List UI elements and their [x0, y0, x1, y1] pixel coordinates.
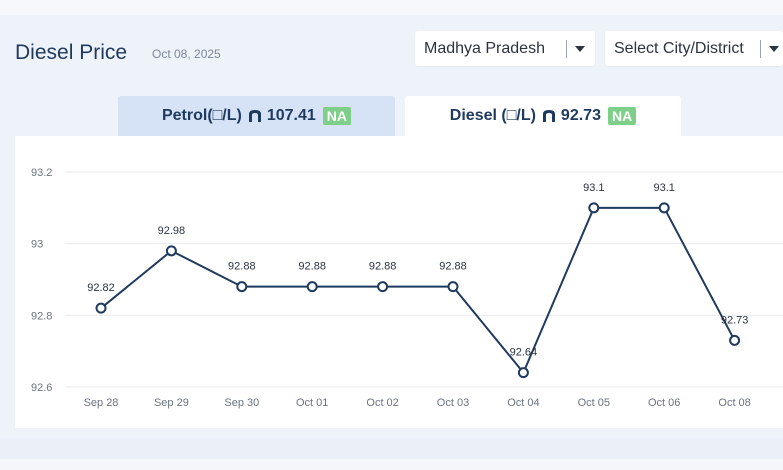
rupee-icon	[248, 110, 261, 122]
page-date: Oct 08, 2025	[152, 47, 221, 61]
x-tick-label: Oct 05	[578, 397, 610, 409]
price-line-chart: 92.6 92.8 93 93.2 Sep 28 Sep 29 Sep 30 Oct 01 Oc…	[31, 167, 783, 409]
data-label: 92.88	[298, 261, 326, 273]
chevron-down-icon	[575, 45, 585, 52]
y-tick-label: 93.2	[31, 167, 52, 179]
page-title: Diesel Price	[15, 41, 128, 64]
select-separator	[760, 39, 761, 58]
state-select-value: Madhya Pradesh	[424, 39, 545, 57]
data-label: 92.88	[369, 261, 397, 273]
data-point	[729, 334, 741, 346]
tab-diesel[interactable]: Diesel (□/L) 92.73 NA	[405, 96, 681, 136]
data-label: 92.88	[439, 261, 467, 273]
y-tick-label: 92.8	[31, 310, 52, 322]
y-tick-label: 93	[31, 239, 43, 251]
diesel-status-badge: NA	[607, 107, 637, 125]
select-separator	[566, 39, 567, 58]
city-select[interactable]: Select City/District	[605, 31, 783, 66]
data-point	[95, 302, 107, 314]
rupee-icon	[542, 110, 555, 122]
data-point	[517, 367, 529, 379]
x-tick-label: Oct 02	[366, 397, 398, 409]
tab-diesel-label: Diesel (□/L)	[449, 107, 536, 124]
data-point	[306, 281, 318, 293]
series-line	[100, 206, 736, 374]
x-tick-label: Sep 30	[224, 397, 259, 409]
data-label: 93.1	[583, 182, 604, 194]
chevron-down-icon	[769, 45, 779, 52]
data-label: 92.98	[158, 225, 186, 237]
data-label: 92.88	[228, 261, 256, 273]
x-tick-label: Sep 28	[84, 397, 119, 409]
data-point	[377, 281, 389, 293]
x-tick-label: Oct 03	[437, 397, 469, 409]
data-label: 93.1	[653, 182, 674, 194]
data-label: 92.73	[721, 314, 749, 326]
state-select[interactable]: Madhya Pradesh	[415, 31, 595, 66]
data-point	[236, 281, 248, 293]
petrol-price: 107.41	[266, 107, 316, 124]
tab-petrol[interactable]: Petrol(□/L) 107.41 NA	[118, 96, 395, 136]
data-label: 92.82	[87, 282, 115, 294]
data-label: 92.64	[510, 347, 538, 359]
petrol-status-badge: NA	[322, 107, 352, 125]
bottom-strip	[0, 459, 783, 470]
data-point	[447, 281, 459, 293]
x-tick-label: Oct 08	[718, 397, 750, 409]
x-tick-label: Sep 29	[154, 397, 189, 409]
tab-petrol-label: Petrol(□/L)	[161, 107, 242, 124]
data-point	[588, 202, 600, 214]
chart-card: 92.6 92.8 93 93.2 Sep 28 Sep 29 Sep 30 Oct 01 Oc…	[15, 136, 783, 428]
x-tick-label: Oct 01	[296, 397, 328, 409]
diesel-price: 92.73	[560, 107, 601, 124]
x-tick-label: Oct 06	[648, 397, 680, 409]
top-strip	[0, 0, 783, 15]
city-select-value: Select City/District	[614, 39, 744, 57]
data-point	[658, 202, 670, 214]
data-point	[165, 245, 177, 257]
x-tick-label: Oct 04	[507, 397, 539, 409]
y-tick-label: 92.6	[31, 382, 52, 394]
